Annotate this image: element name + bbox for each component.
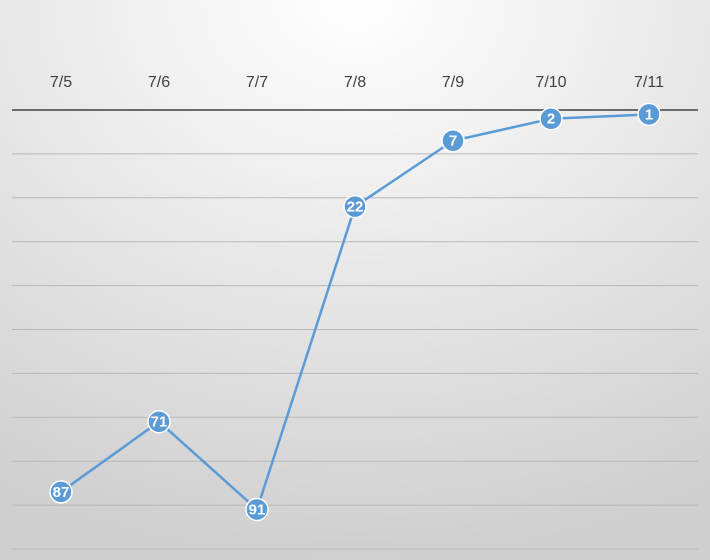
x-tick-label: 7/11 bbox=[634, 74, 664, 91]
data-label: 2 bbox=[547, 111, 555, 128]
data-label: 7 bbox=[449, 133, 457, 150]
marker bbox=[343, 194, 367, 219]
x-tick-label: 7/9 bbox=[442, 74, 464, 91]
marker bbox=[245, 497, 269, 522]
data-label: 1 bbox=[645, 106, 653, 123]
marker bbox=[147, 409, 171, 434]
x-tick-label: 7/10 bbox=[535, 74, 566, 91]
x-tick-label: 7/5 bbox=[50, 74, 72, 91]
marker bbox=[637, 102, 661, 127]
x-tick-label: 7/7 bbox=[246, 74, 268, 91]
marker bbox=[539, 107, 563, 131]
x-tick-label: 7/6 bbox=[148, 74, 170, 91]
data-label: 71 bbox=[151, 414, 168, 431]
data-label: 91 bbox=[249, 501, 266, 518]
x-tick-label: 7/8 bbox=[344, 74, 366, 91]
marker bbox=[49, 480, 73, 504]
data-label: 87 bbox=[53, 484, 70, 501]
marker bbox=[441, 128, 465, 153]
data-label: 22 bbox=[347, 199, 364, 216]
